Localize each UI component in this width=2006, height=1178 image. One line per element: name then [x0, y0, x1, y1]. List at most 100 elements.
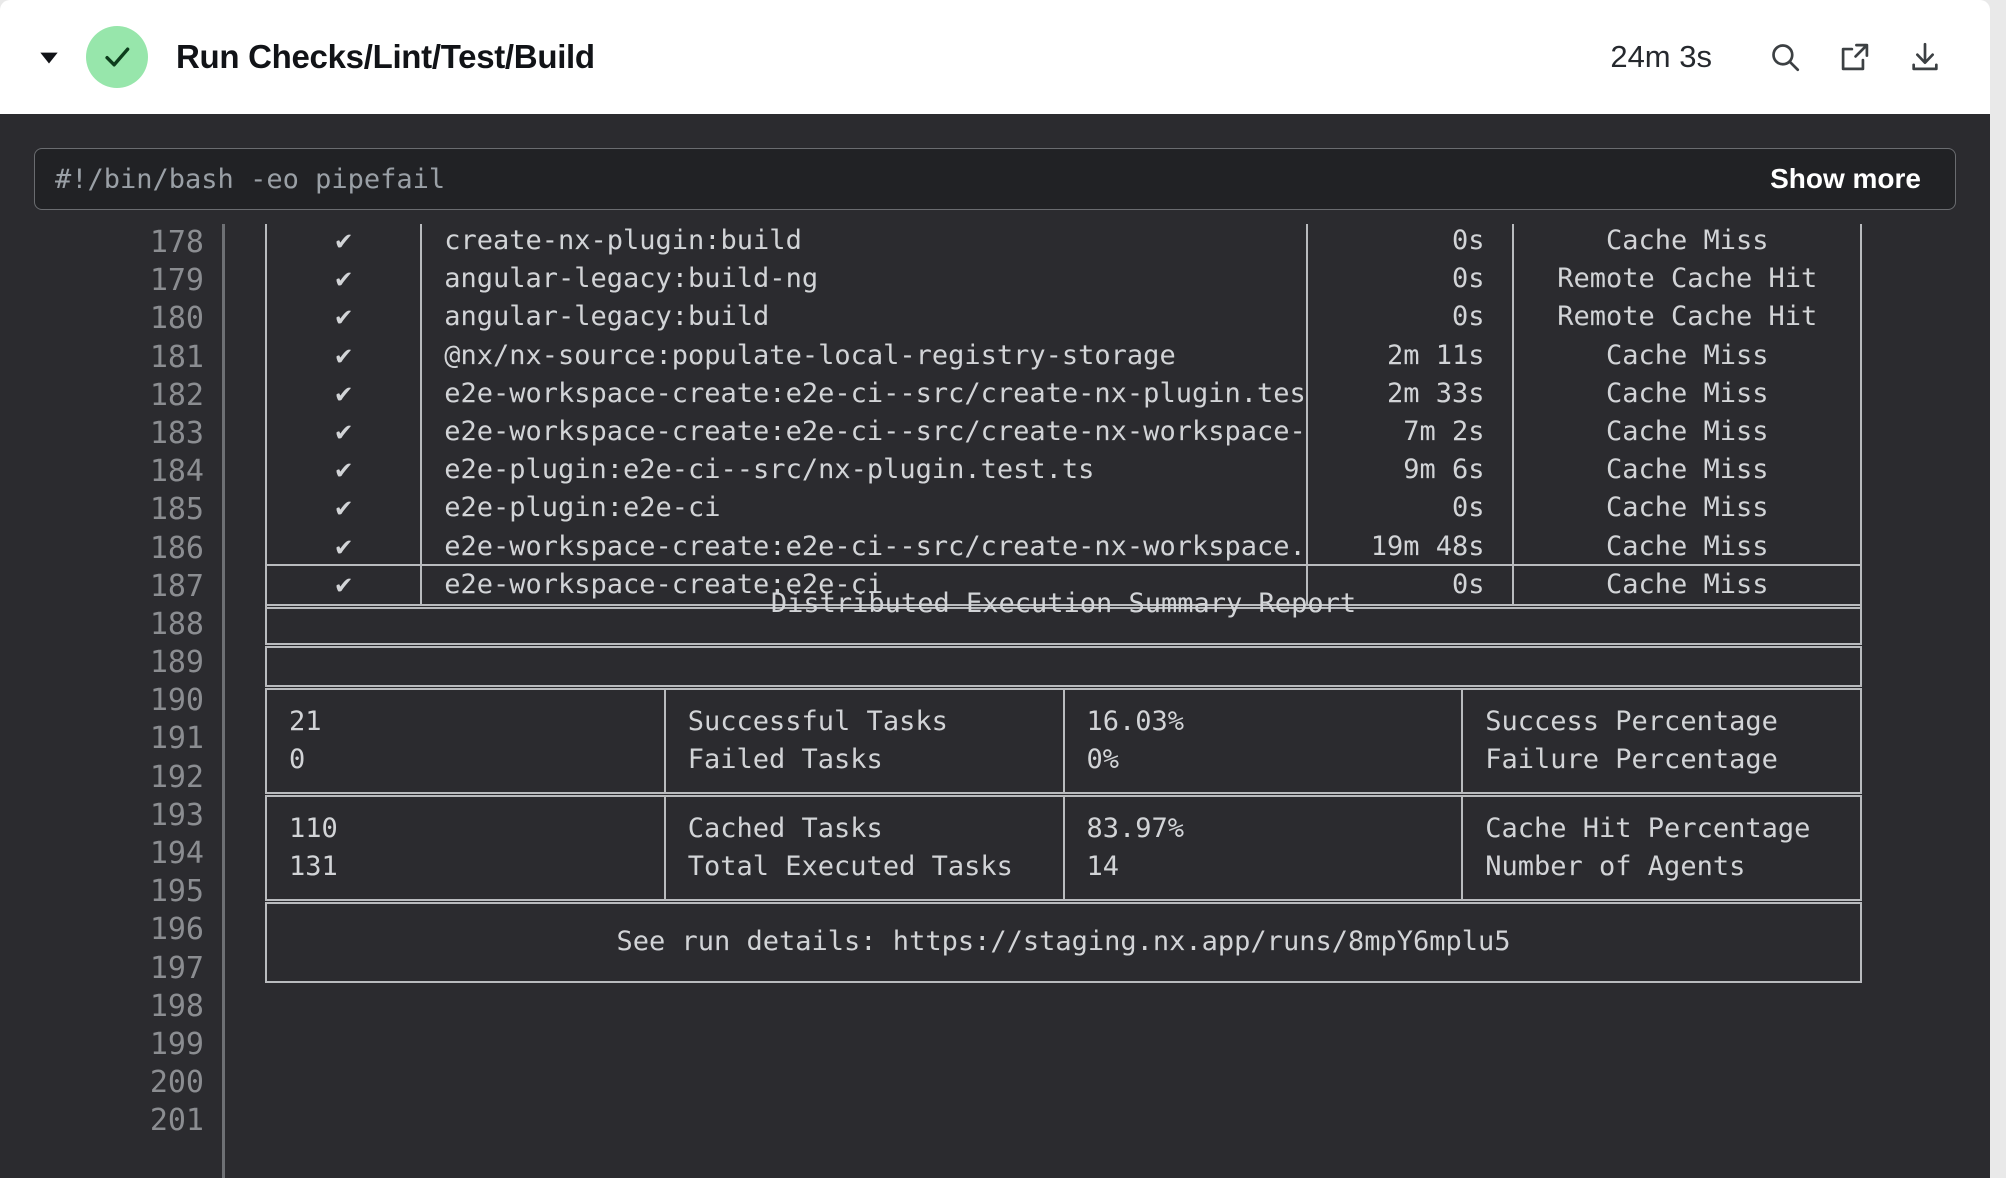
search-icon[interactable] — [1754, 26, 1816, 88]
page-right-edge — [1990, 0, 2006, 1178]
stat-value: 110 — [266, 794, 666, 849]
stat-label: Successful Tasks — [664, 687, 1065, 741]
task-status-check: ✔ — [264, 451, 423, 490]
line-number: 191 — [149, 721, 204, 757]
table-row: 0 Failed Tasks 0% Failure Percentage — [266, 740, 1861, 797]
task-cache-status: Cache Miss — [1512, 451, 1862, 490]
stat-pct: 83.97% — [1063, 794, 1464, 849]
line-number: 185 — [149, 492, 204, 528]
summary-footer-row: See run details: https://staging.nx.app/… — [266, 902, 1861, 982]
table-row: ✔ e2e-workspace-create:e2e-ci--src/create… — [264, 527, 1862, 566]
tasks-table: ✔ create-nx-plugin:build 0s Cache Miss ✔ angu… — [264, 224, 1862, 610]
stat-label: Cached Tasks — [664, 794, 1065, 849]
log-header: Run Checks/Lint/Test/Build 24m 3s — [0, 0, 1990, 114]
task-cache-status: Cache Miss — [1512, 413, 1862, 452]
line-number: 198 — [149, 988, 204, 1024]
line-number: 187 — [149, 568, 204, 604]
line-number: 193 — [149, 797, 204, 833]
table-row: 110 Cached Tasks 83.97% Cache Hit Percen… — [266, 794, 1861, 849]
task-status-check: ✔ — [264, 260, 423, 299]
line-number: 201 — [149, 1103, 204, 1139]
stat-label: Total Executed Tasks — [664, 848, 1065, 905]
task-name: angular-legacy:build-ng — [420, 260, 1309, 299]
task-cache-status: Cache Miss — [1512, 527, 1862, 566]
stat-pct-label: Success Percentage — [1485, 705, 1778, 737]
task-duration: 9m 6s — [1306, 451, 1515, 490]
task-cache-status: Remote Cache Hit — [1512, 298, 1862, 337]
table-row: ✔ @nx/nx-source:populate-local-registry-s… — [264, 336, 1862, 375]
task-name: @nx/nx-source:populate-local-registry-st… — [420, 336, 1309, 375]
table-row: ✔ e2e-workspace-create:e2e-ci--src/create… — [264, 413, 1862, 452]
line-number: 183 — [149, 415, 204, 451]
task-status-check: ✔ — [264, 224, 423, 261]
task-status-check: ✔ — [264, 374, 423, 414]
download-icon[interactable] — [1894, 26, 1956, 88]
summary-blank-row — [266, 645, 1861, 690]
summary-report-table: Distributed Execution Summary Report 21 … — [265, 564, 1862, 983]
table-row: ✔ angular-legacy:build 0s Remote Cache Hit — [264, 298, 1862, 337]
task-status-check: ✔ — [264, 298, 423, 337]
table-row: 21 Successful Tasks 16.03% Success Perce… — [266, 687, 1861, 741]
line-number: 182 — [149, 377, 204, 413]
log-body[interactable]: 178 179 180 181 182 183 184 185 186 187 188 189 190 1… — [0, 224, 1990, 1178]
stat-value: 21 — [266, 687, 666, 741]
task-duration: 7m 2s — [1306, 413, 1515, 452]
task-duration: 0s — [1306, 260, 1515, 299]
task-cache-status: Cache Miss — [1512, 374, 1862, 414]
task-duration: 2m 11s — [1306, 336, 1515, 375]
summary-title-row: Distributed Execution Summary Report — [266, 565, 1861, 648]
line-number: 195 — [149, 874, 204, 910]
task-cache-status: Cache Miss — [1512, 489, 1862, 528]
task-status-check: ✔ — [264, 489, 423, 528]
line-number-gutter: 178 179 180 181 182 183 184 185 186 187 188 189 190 1… — [0, 224, 225, 1178]
line-number: 178 — [149, 225, 204, 260]
command-text: #!/bin/bash -eo pipefail — [55, 163, 446, 195]
table-row: ✔ e2e-plugin:e2e-ci 0s Cache Miss — [264, 489, 1862, 528]
task-name: e2e-workspace-create:e2e-ci--src/create-… — [420, 527, 1309, 566]
run-details-link[interactable]: See run details: https://staging.nx.app/… — [616, 926, 1511, 958]
table-row: 131 Total Executed Tasks 14 Number of Ag… — [266, 848, 1861, 905]
line-number: 190 — [149, 683, 204, 719]
log-panel: #!/bin/bash -eo pipefail Show more 178 17… — [0, 114, 1990, 1178]
stat-pct: 14 — [1063, 848, 1464, 905]
line-number: 179 — [149, 263, 204, 299]
external-link-icon[interactable] — [1824, 26, 1886, 88]
line-number: 192 — [149, 759, 204, 795]
task-cache-status: Cache Miss — [1512, 224, 1862, 261]
line-number: 184 — [149, 454, 204, 490]
stat-pct: 16.03% — [1063, 687, 1464, 741]
line-number: 197 — [149, 950, 204, 986]
task-status-check: ✔ — [264, 527, 423, 566]
table-row: ✔ e2e-workspace-create:e2e-ci--src/create… — [264, 374, 1862, 414]
chevron-down-icon[interactable] — [34, 42, 64, 72]
task-duration: 0s — [1306, 224, 1515, 261]
line-number: 186 — [149, 530, 204, 566]
show-more-button[interactable]: Show more — [1770, 163, 1921, 194]
summary-blank-cell — [266, 645, 1861, 690]
line-number: 200 — [149, 1065, 204, 1101]
task-duration: 0s — [1306, 298, 1515, 337]
stat-value: 0 — [266, 740, 666, 797]
table-row: ✔ create-nx-plugin:build 0s Cache Miss — [264, 224, 1862, 261]
stat-pct-label: Failure Percentage — [1462, 740, 1861, 797]
task-cache-status: Cache Miss — [1512, 336, 1862, 375]
summary-title: Distributed Execution Summary Report — [266, 565, 1861, 648]
stat-pct-label: Cache Hit Percentage — [1485, 812, 1811, 844]
run-duration: 24m 3s — [1610, 39, 1712, 74]
task-name: e2e-plugin:e2e-ci — [420, 489, 1309, 528]
task-cache-status: Remote Cache Hit — [1512, 260, 1862, 299]
task-name: e2e-workspace-create:e2e-ci--src/create-… — [420, 374, 1309, 414]
stat-value: 131 — [266, 848, 666, 905]
line-number: 196 — [149, 912, 204, 948]
task-duration: 19m 48s — [1306, 527, 1515, 566]
check-circle-icon — [86, 26, 148, 88]
command-bar[interactable]: #!/bin/bash -eo pipefail Show more — [34, 148, 1956, 210]
line-number: 188 — [149, 606, 204, 642]
stat-label: Failed Tasks — [664, 740, 1065, 797]
line-number: 180 — [149, 301, 204, 337]
task-name: create-nx-plugin:build — [420, 224, 1309, 261]
stat-pct: 0% — [1063, 740, 1464, 797]
stat-pct-label: Number of Agents — [1462, 848, 1861, 905]
task-status-check: ✔ — [264, 413, 423, 452]
log-content: ✔ create-nx-plugin:build 0s Cache Miss ✔ angu… — [225, 224, 1990, 1178]
